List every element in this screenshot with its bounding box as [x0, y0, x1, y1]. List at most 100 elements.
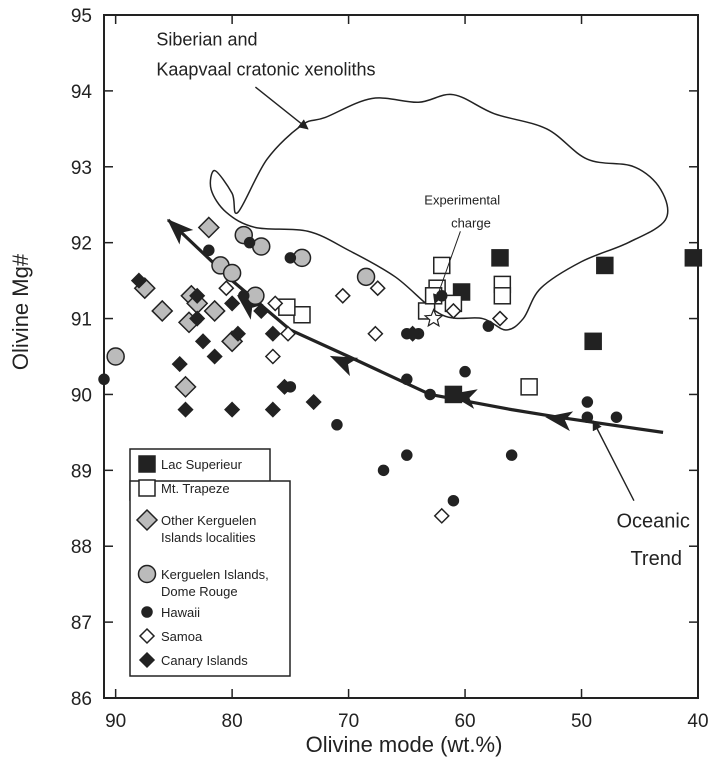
hawaii-point-2: [243, 236, 256, 249]
canary-islands-point-13: [264, 401, 281, 418]
canary-islands-point-0: [130, 272, 148, 289]
canary-islands-point-15: [404, 325, 421, 342]
legend-label-kerguelen-islands-dome-rouge: Kerguelen Islands, Dome Rouge: [161, 567, 269, 599]
hawaii-point-18: [610, 411, 623, 423]
canary-islands-point-4: [253, 302, 270, 320]
legend-label-other-kerguelen-islands-localities: Other Kerguelen Islands localities: [161, 513, 256, 545]
oceanic-pointer-arrow: [592, 420, 635, 502]
hawaii-point-17: [581, 411, 594, 423]
legend-label-mt-trapeze: Mt. Trapeze: [161, 481, 230, 496]
hawaii-point-14: [482, 320, 495, 332]
x-tick-label-50: 50: [571, 711, 592, 732]
y-tick-label-95: 95: [71, 6, 92, 27]
canary-islands-point-11: [177, 401, 194, 418]
xenolith-label-line1: Siberian and: [156, 29, 257, 49]
canary-islands-point-12: [224, 401, 241, 418]
legend-marker-mt-trapeze: [138, 479, 156, 497]
samoa-point-6: [445, 302, 462, 320]
lac-superieur-point-5: [444, 385, 463, 404]
oceanic-label-line2: Trend: [630, 548, 682, 570]
samoa-point-7: [491, 310, 509, 327]
canary-islands-point-9: [206, 348, 223, 365]
trend-arrowhead-2: [329, 355, 359, 377]
lac-superieur-point-1: [596, 256, 614, 275]
hawaii-point-6: [331, 419, 343, 431]
experimental-label-line1: Experimental: [424, 193, 500, 208]
xenolith-pointer-arrow: [254, 86, 309, 130]
experimental-label-line2: charge: [451, 215, 491, 230]
legend-label-canary-islands: Canary Islands: [161, 653, 248, 668]
cratonic-field-layer: [209, 93, 669, 331]
hawaii-point-1: [203, 244, 215, 257]
legend-marker-samoa: [138, 627, 156, 645]
lac-superieur-point-0: [491, 249, 509, 267]
hawaii-point-19: [401, 449, 413, 461]
legend-marker-canary-islands: [138, 651, 156, 669]
samoa-point-3: [334, 287, 351, 304]
kerguelen-islands-dome-rouge-point-4: [251, 237, 271, 256]
samoa-point-5: [367, 325, 384, 342]
lac-superieur-point-4: [584, 332, 602, 351]
mt-trapeze-point-0: [433, 256, 451, 275]
y-tick-label-93: 93: [71, 158, 92, 179]
samoa-point-9: [264, 348, 281, 365]
mt-trapeze-point-6: [493, 287, 512, 305]
samoa-point-2: [279, 325, 297, 342]
trend-arrowhead-4: [167, 218, 194, 245]
legend-label-samoa: Samoa: [161, 629, 203, 644]
hawaii-point-3: [284, 252, 297, 264]
xenolith-label-line2: Kaapvaal cratonic xenoliths: [156, 60, 375, 80]
hawaii-point-13: [459, 365, 471, 378]
x-tick-label-40: 40: [687, 711, 708, 732]
samoa-point-8: [433, 507, 450, 524]
data-points-layer: [98, 216, 703, 524]
legend-marker-other-kerguelen-islands-localities: [135, 508, 159, 532]
hawaii-point-20: [377, 464, 390, 477]
annotations-layer: Siberian and Kaapvaal cratonic xenoliths E…: [156, 29, 689, 570]
x-tick-label-60: 60: [454, 711, 475, 732]
other-kerguelen-islands-localities-point-8: [174, 375, 197, 398]
x-tick-label-90: 90: [105, 711, 126, 732]
y-tick-label-89: 89: [71, 461, 92, 482]
canary-islands-point-7: [194, 333, 212, 350]
y-tick-label-88: 88: [71, 537, 92, 558]
samoa-point-0: [218, 280, 235, 297]
other-kerguelen-islands-localities-point-5: [203, 299, 226, 323]
y-tick-label-86: 86: [71, 689, 92, 710]
legend-marker-hawaii: [141, 606, 153, 618]
mt-trapeze-point-7: [293, 306, 311, 324]
experimental-charge-star: [423, 308, 444, 328]
hawaii-point-8: [401, 373, 413, 386]
y-tick-label-94: 94: [71, 82, 93, 103]
legend-box-lower: [129, 480, 291, 677]
kerguelen-islands-dome-rouge-point-2: [222, 263, 242, 283]
canary-islands-point-3: [224, 295, 241, 312]
canary-islands-point-1: [189, 287, 206, 304]
oceanic-trend-layer: [166, 218, 664, 434]
axis-ticks: 90 80 70 60 50 40 86 87 88 89 90 91 92 93 94 95: [71, 6, 709, 732]
cratonic-xenolith-field: [209, 93, 669, 331]
plot-frame: [103, 14, 699, 699]
canary-islands-point-5: [264, 325, 281, 342]
kerguelen-islands-dome-rouge-point-0: [106, 347, 125, 366]
samoa-point-1: [267, 295, 284, 312]
legend-marker-lac-superieur: [138, 455, 156, 473]
samoa-point-4: [369, 280, 386, 297]
hawaii-point-5: [238, 290, 250, 302]
canary-islands-point-14: [305, 393, 322, 411]
x-tick-label-70: 70: [338, 711, 359, 732]
canary-islands-point-2: [189, 310, 206, 327]
y-tick-label-90: 90: [71, 385, 92, 406]
other-kerguelen-islands-localities-point-0: [197, 216, 220, 239]
hawaii-point-21: [447, 494, 460, 507]
trend-arrowhead-0: [545, 411, 574, 432]
x-axis-title: Olivine mode (wt.%): [306, 732, 503, 757]
canary-islands-point-10: [276, 378, 293, 395]
y-tick-label-92: 92: [71, 234, 92, 255]
hawaii-point-15: [505, 449, 518, 461]
legend: Lac Superieur Mt. Trapeze Other Kerguelen I…: [129, 448, 291, 677]
mt-trapeze-point-9: [520, 378, 538, 396]
oceanic-label-line1: Oceanic: [616, 510, 689, 532]
canary-islands-point-6: [229, 325, 247, 342]
